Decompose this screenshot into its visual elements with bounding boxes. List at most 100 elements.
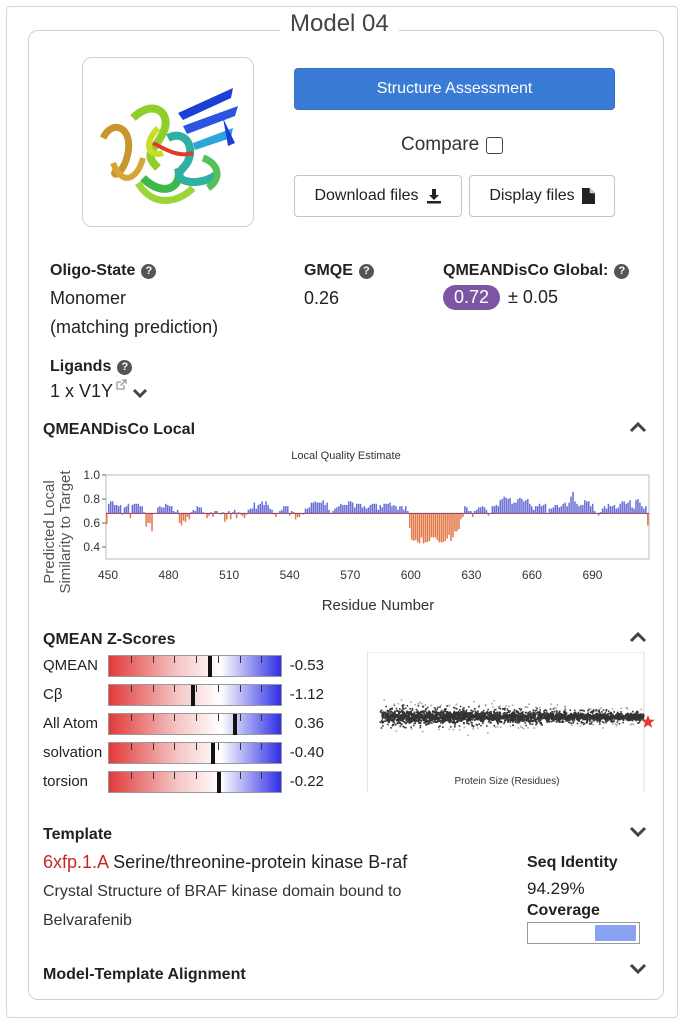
help-icon[interactable]: ? [614,263,630,279]
scatter-point [391,724,394,727]
scatter-point [423,717,426,720]
scatter-point [484,703,487,706]
zscore-tick [217,743,219,750]
scatter-point [445,719,448,721]
help-icon[interactable]: ? [141,263,157,279]
scatter-point [642,718,645,721]
structure-thumbnail[interactable] [82,57,254,227]
local-quality-bar [536,506,539,514]
scatter-point [399,725,402,728]
scatter-point [595,718,598,721]
local-quality-bar [369,505,372,514]
local-quality-bar [588,501,590,514]
local-quality-bar [452,513,454,538]
scatter-point [392,712,395,715]
structure-assessment-button[interactable]: Structure Assessment [294,68,615,110]
scatter-point [571,713,574,716]
local-quality-bar [243,513,246,519]
chevron-down-icon[interactable] [132,387,148,399]
local-quality-bar [131,505,134,514]
scatter-point [513,718,516,721]
download-files-button[interactable]: Download files [294,175,462,217]
scatter-point [482,709,485,712]
scatter-point [385,715,388,718]
local-quality-bar [316,502,319,514]
scatter-point [518,716,521,719]
local-quality-bar [601,508,604,514]
scatter-point [437,706,439,709]
scatter-point [529,715,532,718]
scatter-point [551,715,554,718]
local-quality-bar [497,506,500,514]
scatter-point [598,714,601,717]
scatter-point [512,713,515,716]
zscore-tick [152,714,154,721]
scatter-point [505,714,508,717]
local-quality-bar [420,513,423,538]
zscore-marker [233,714,238,735]
scatter-point [390,719,393,722]
scatter-point [516,721,519,724]
local-quality-bar [507,499,509,514]
scatter-point [595,708,598,711]
chevron-down-icon[interactable] [628,825,648,839]
external-link-icon[interactable] [115,379,127,391]
scatter-point [616,718,619,721]
scatter-point [402,725,404,728]
zscore-marker [211,743,216,764]
scatter-point [631,716,634,719]
scatter-point [429,711,432,714]
local-quality-bar [556,505,559,514]
scatter-point [417,703,420,705]
scatter-point [424,704,427,706]
local-quality-bar [194,511,197,514]
scatter-point [473,719,476,721]
local-quality-bar [607,503,610,514]
scatter-point [533,727,536,729]
display-files-button[interactable]: Display files [469,175,615,217]
scatter-point [493,708,496,711]
scatter-point [450,726,452,728]
scatter-point [472,715,475,718]
scatter-point [541,715,544,717]
scatter-point [440,722,442,724]
zscore-value: 0.36 [294,715,324,732]
local-quality-bar [367,507,370,514]
template-id-link[interactable]: 6xfp.1.A [43,852,109,872]
chevron-up-icon[interactable] [628,420,648,434]
help-icon[interactable]: ? [358,263,374,279]
ligands-value[interactable]: 1 x V1Y [50,381,114,401]
chevron-down-icon[interactable] [628,962,648,976]
help-icon[interactable]: ? [117,359,133,375]
scatter-point [498,718,501,721]
scatter-point [407,719,410,722]
scatter-point [432,716,435,719]
scatter-point [447,712,450,715]
scatter-point [564,717,567,720]
scatter-point [487,721,490,723]
local-quality-bar [426,513,429,543]
zscore-value: -0.22 [289,773,324,790]
local-quality-bar [623,501,625,514]
scatter-point [600,707,602,709]
local-quality-bar [163,507,165,514]
scatter-point [562,713,565,716]
compare-checkbox[interactable] [486,136,504,154]
scatter-point [421,710,424,713]
local-quality-bar [174,512,177,514]
scatter-point [533,714,536,717]
scatter-point [453,713,456,715]
scatter-point [395,713,398,716]
scatter-point [562,721,565,723]
scatter-point [590,717,593,720]
chevron-up-icon[interactable] [628,630,648,644]
scatter-point [528,703,530,705]
compare-toggle[interactable]: Compare [401,134,504,156]
local-quality-bar [460,513,462,520]
local-quality-bar [611,506,614,514]
scatter-point [582,722,584,724]
scatter-point [543,717,546,720]
scatter-point [616,714,619,717]
scatter-point [468,717,471,720]
zscore-bar [108,771,282,793]
